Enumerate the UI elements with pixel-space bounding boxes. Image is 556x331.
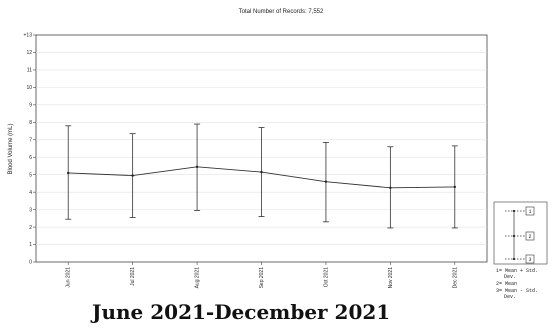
y-tick-label: 2 xyxy=(29,225,32,231)
legend-entry: 3= Mean - Std. Dev. xyxy=(496,288,538,300)
data-point xyxy=(195,165,199,169)
x-tick-label: Dec 2021 xyxy=(452,267,458,289)
caption: June 2021-December 2021 xyxy=(92,300,391,324)
legend-entry: 1= Mean + Std. Dev. xyxy=(496,268,538,280)
x-tick-label: Aug 2021 xyxy=(195,267,201,289)
y-tick-label: 5 xyxy=(29,172,32,178)
legend-marker-point xyxy=(512,257,516,261)
legend-marker-box xyxy=(525,206,535,216)
y-tick-label: 6 xyxy=(29,155,32,161)
data-point xyxy=(67,171,70,175)
y-tick-label: 0 xyxy=(29,260,32,266)
y-tick-label: 3 xyxy=(29,207,32,213)
y-tick-label: 4 xyxy=(29,190,32,196)
y-tick-label: 9 xyxy=(29,103,32,109)
data-point xyxy=(389,186,392,189)
data-point xyxy=(260,170,263,174)
x-tick-label: Jul 2021 xyxy=(130,267,136,286)
y-tick-label: 7 xyxy=(29,137,32,143)
legend-marker-point xyxy=(512,234,516,238)
data-point xyxy=(453,185,456,189)
legend-marker-point xyxy=(512,209,516,213)
legend-marker-box xyxy=(525,254,535,264)
legend-marker-box xyxy=(525,231,535,241)
y-tick-label: 12 xyxy=(26,50,32,56)
y-tick-label: 11 xyxy=(27,68,32,74)
y-tick-label: 10 xyxy=(26,85,32,91)
x-tick-label: Sep 2021 xyxy=(259,267,265,289)
legend-box xyxy=(493,201,548,265)
data-point xyxy=(324,180,328,183)
y-axis-label: Blood Volume (mL) xyxy=(8,123,14,174)
legend-marker-label: 3 xyxy=(528,257,531,263)
y-tick-label: 1 xyxy=(29,242,32,248)
data-point xyxy=(131,174,134,177)
y-tick-label: +13 xyxy=(24,33,33,39)
x-tick-label: Oct 2021 xyxy=(323,267,329,288)
chart-title: Total Number of Records: 7,552 xyxy=(239,9,324,15)
legend-marker-label: 2 xyxy=(528,234,531,240)
legend-marker-label: 1 xyxy=(528,209,531,215)
y-tick-label: 8 xyxy=(29,120,32,126)
x-tick-label: Nov 2021 xyxy=(388,267,394,289)
x-tick-label: Jun 2021 xyxy=(66,267,72,288)
legend-entry: 2= Mean xyxy=(496,281,517,287)
